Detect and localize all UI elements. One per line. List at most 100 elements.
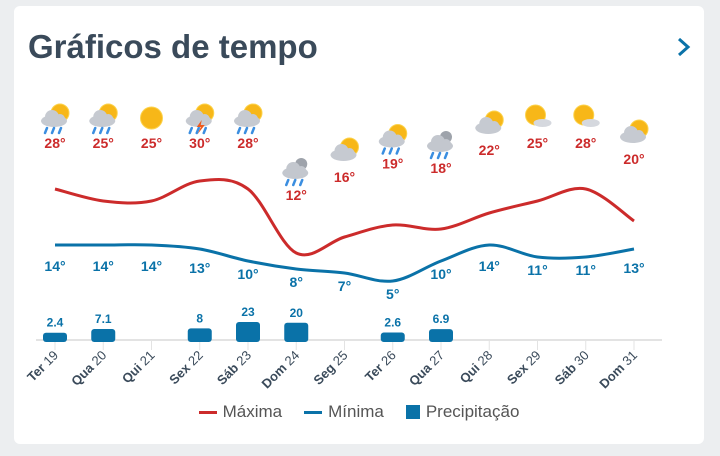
- max-temp-label: 25°: [527, 135, 548, 151]
- legend-precip[interactable]: Precipitação: [405, 402, 520, 422]
- x-tick-label: Ter 26: [362, 348, 399, 385]
- min-temp-label: 8°: [290, 274, 303, 290]
- thunderstorm-icon: [185, 103, 215, 135]
- raindrop: [50, 126, 56, 135]
- precip-bar: [43, 332, 67, 342]
- max-temp-label: 28°: [237, 135, 258, 151]
- min-temp-label: 14°: [141, 258, 162, 274]
- raindrop: [236, 126, 242, 135]
- min-temp-line: [55, 243, 635, 283]
- min-temp-label: 14°: [479, 258, 500, 274]
- min-temp-label: 13°: [623, 260, 644, 276]
- sun-icon: [140, 106, 163, 130]
- cloud: [344, 148, 355, 158]
- max-line-swatch: [198, 410, 217, 414]
- max-temp-label: 28°: [44, 135, 65, 151]
- raindrop: [99, 126, 104, 135]
- cloud: [296, 166, 307, 176]
- x-tick-label: Qui 21: [119, 348, 158, 387]
- precip-label: 2.4: [47, 316, 64, 330]
- x-tick-label: Dom 31: [596, 348, 640, 392]
- min-temp-label: 14°: [93, 258, 114, 274]
- cloud: [533, 119, 552, 127]
- raindrop: [429, 151, 435, 160]
- max-temp-label: 30°: [189, 135, 210, 151]
- chevron-right-icon[interactable]: [676, 36, 692, 58]
- cloud: [392, 134, 403, 145]
- chart-legend: Máxima Mínima Precipitação: [14, 402, 704, 422]
- lightning: [196, 120, 205, 134]
- raindrop: [285, 178, 290, 187]
- x-tick-label: Sáb 23: [214, 348, 254, 388]
- min-temp-label: 11°: [527, 262, 547, 278]
- precip-bar: [380, 332, 405, 342]
- cloudy-rain-icon: [427, 131, 453, 160]
- precip-bar: [429, 329, 453, 342]
- partly-cloudy-rain-icon: [378, 124, 408, 155]
- precip-bar: [284, 322, 309, 342]
- raindrop: [188, 126, 193, 135]
- cloud: [581, 119, 600, 127]
- raindrop: [299, 178, 304, 187]
- max-temp-label: 25°: [93, 135, 114, 151]
- precip-swatch: [405, 405, 420, 419]
- min-temp-label: 11°: [576, 262, 596, 278]
- min-temp-label: 10°: [237, 266, 258, 282]
- cloud: [441, 139, 451, 149]
- precip-label: 7.1: [95, 312, 112, 326]
- min-temp-label: 14°: [44, 258, 65, 274]
- legend-precip-label: Precipitação: [425, 402, 520, 421]
- page-title: Gráficos de tempo: [28, 28, 318, 65]
- partly-cloudy-rain-icon: [41, 103, 70, 135]
- max-temp-label: 28°: [575, 135, 596, 151]
- raindrop: [381, 147, 386, 155]
- min-temp-label: 13°: [189, 260, 210, 276]
- min-temp-label: 10°: [430, 266, 451, 282]
- partly-cloudy-rain-icon: [234, 103, 263, 135]
- x-tick-label: Ter 19: [24, 348, 61, 385]
- precip-bar: [236, 322, 260, 342]
- raindrop: [195, 126, 200, 135]
- mostly-sunny-icon: [573, 104, 600, 127]
- max-temp-label: 12°: [286, 187, 307, 203]
- temperature-chart: Ter 19 2.4 Qua 20 7.1 Qui 21 Sex 22 8 Sáb 23 23 D…: [24, 103, 662, 392]
- partly-cloudy-rain-icon: [89, 103, 118, 135]
- precip-label: 23: [241, 305, 255, 319]
- raindrop: [57, 126, 63, 135]
- legend-max[interactable]: Máxima: [198, 402, 282, 422]
- x-tick-label: Qui 28: [457, 348, 496, 387]
- raindrop: [436, 151, 442, 160]
- cloud: [103, 114, 114, 124]
- sun: [140, 106, 163, 130]
- raindrop: [443, 151, 449, 160]
- raindrop: [202, 126, 207, 135]
- raindrop: [92, 126, 97, 135]
- x-tick-label: Sáb 30: [552, 348, 592, 388]
- x-tick-label: Seg 25: [310, 348, 350, 388]
- raindrop: [292, 178, 297, 187]
- raindrop: [250, 126, 256, 135]
- legend-min-label: Mínima: [328, 402, 384, 421]
- max-temp-label: 20°: [623, 151, 644, 167]
- partly-cloudy-icon: [620, 119, 649, 143]
- precip-label: 6.9: [433, 312, 450, 326]
- raindrop: [388, 147, 393, 155]
- mostly-sunny-icon: [525, 104, 552, 127]
- x-tick-label: Dom 24: [259, 348, 303, 392]
- cloud: [199, 114, 210, 124]
- max-temp-label: 19°: [382, 156, 403, 172]
- precip-label: 2.6: [384, 316, 401, 330]
- precip-label: 8: [196, 311, 203, 325]
- partly-cloudy-icon: [475, 110, 504, 134]
- max-temp-label: 18°: [430, 160, 451, 176]
- min-temp-label: 5°: [386, 286, 399, 302]
- x-tick-label: Qua 20: [68, 348, 109, 389]
- precip-label: 20: [290, 306, 304, 320]
- raindrop: [395, 147, 400, 155]
- cloud: [55, 114, 65, 124]
- cloud: [248, 114, 258, 124]
- legend-min[interactable]: Mínima: [304, 402, 384, 422]
- max-temp-line: [54, 177, 635, 257]
- raindrop: [106, 126, 111, 135]
- cloud: [634, 130, 644, 140]
